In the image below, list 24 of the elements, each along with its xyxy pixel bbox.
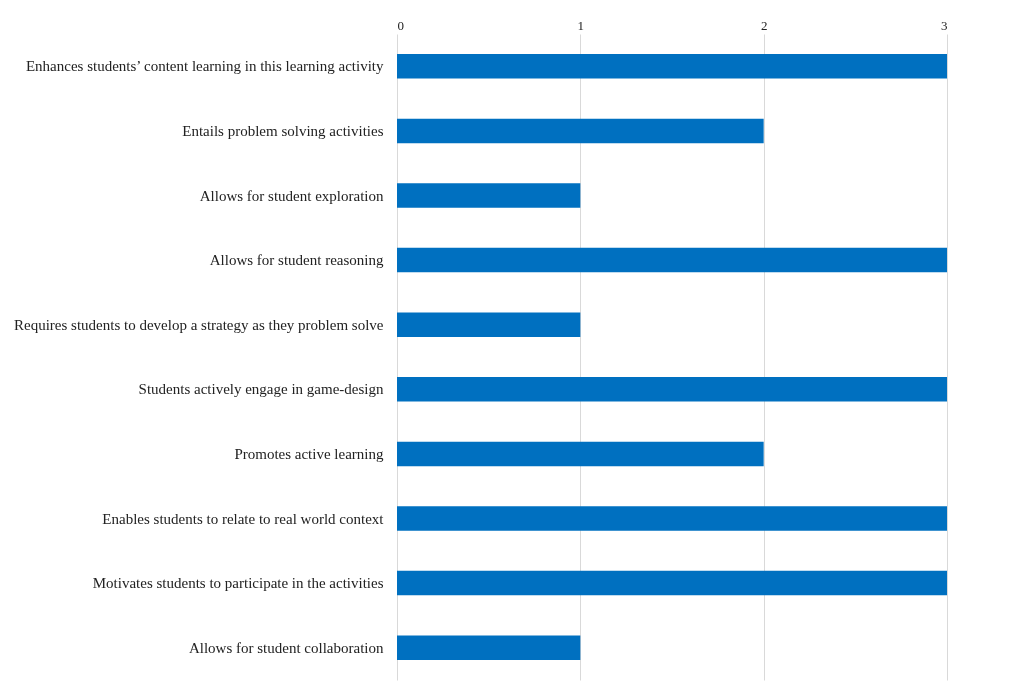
bar [397,377,947,402]
y-tick-label: Allows for student exploration [199,187,384,204]
y-tick-label: Motivates students to participate in the activities [92,575,384,592]
bar [397,183,581,208]
bar [397,570,947,596]
y-tick-label: Allows for student reasoning [209,252,384,269]
bar [397,54,947,79]
y-tick-label: Promotes active learning [234,445,384,462]
bar [397,635,581,660]
x-tick-label: 1 [577,17,585,33]
y-tick-label: Requires students to develop a strategy as they problem solve [14,316,384,333]
x-tick-label: 3 [941,17,948,33]
y-tick-label: Students actively engage in game-design [138,381,384,398]
bar [397,312,581,337]
bar [397,247,947,273]
bar [397,441,764,467]
bar [397,118,764,144]
x-tick-label: 2 [760,17,768,33]
x-tick-label: 0 [397,17,404,33]
y-tick-label: Enables students to relate to real world context [102,510,385,527]
bar [397,506,947,531]
y-tick-label: Allows for student collaboration [188,639,384,656]
y-tick-label: Entails problem solving activities [182,122,384,139]
y-tick-label: Enhances students’ content learning in this learning activity [25,58,384,75]
